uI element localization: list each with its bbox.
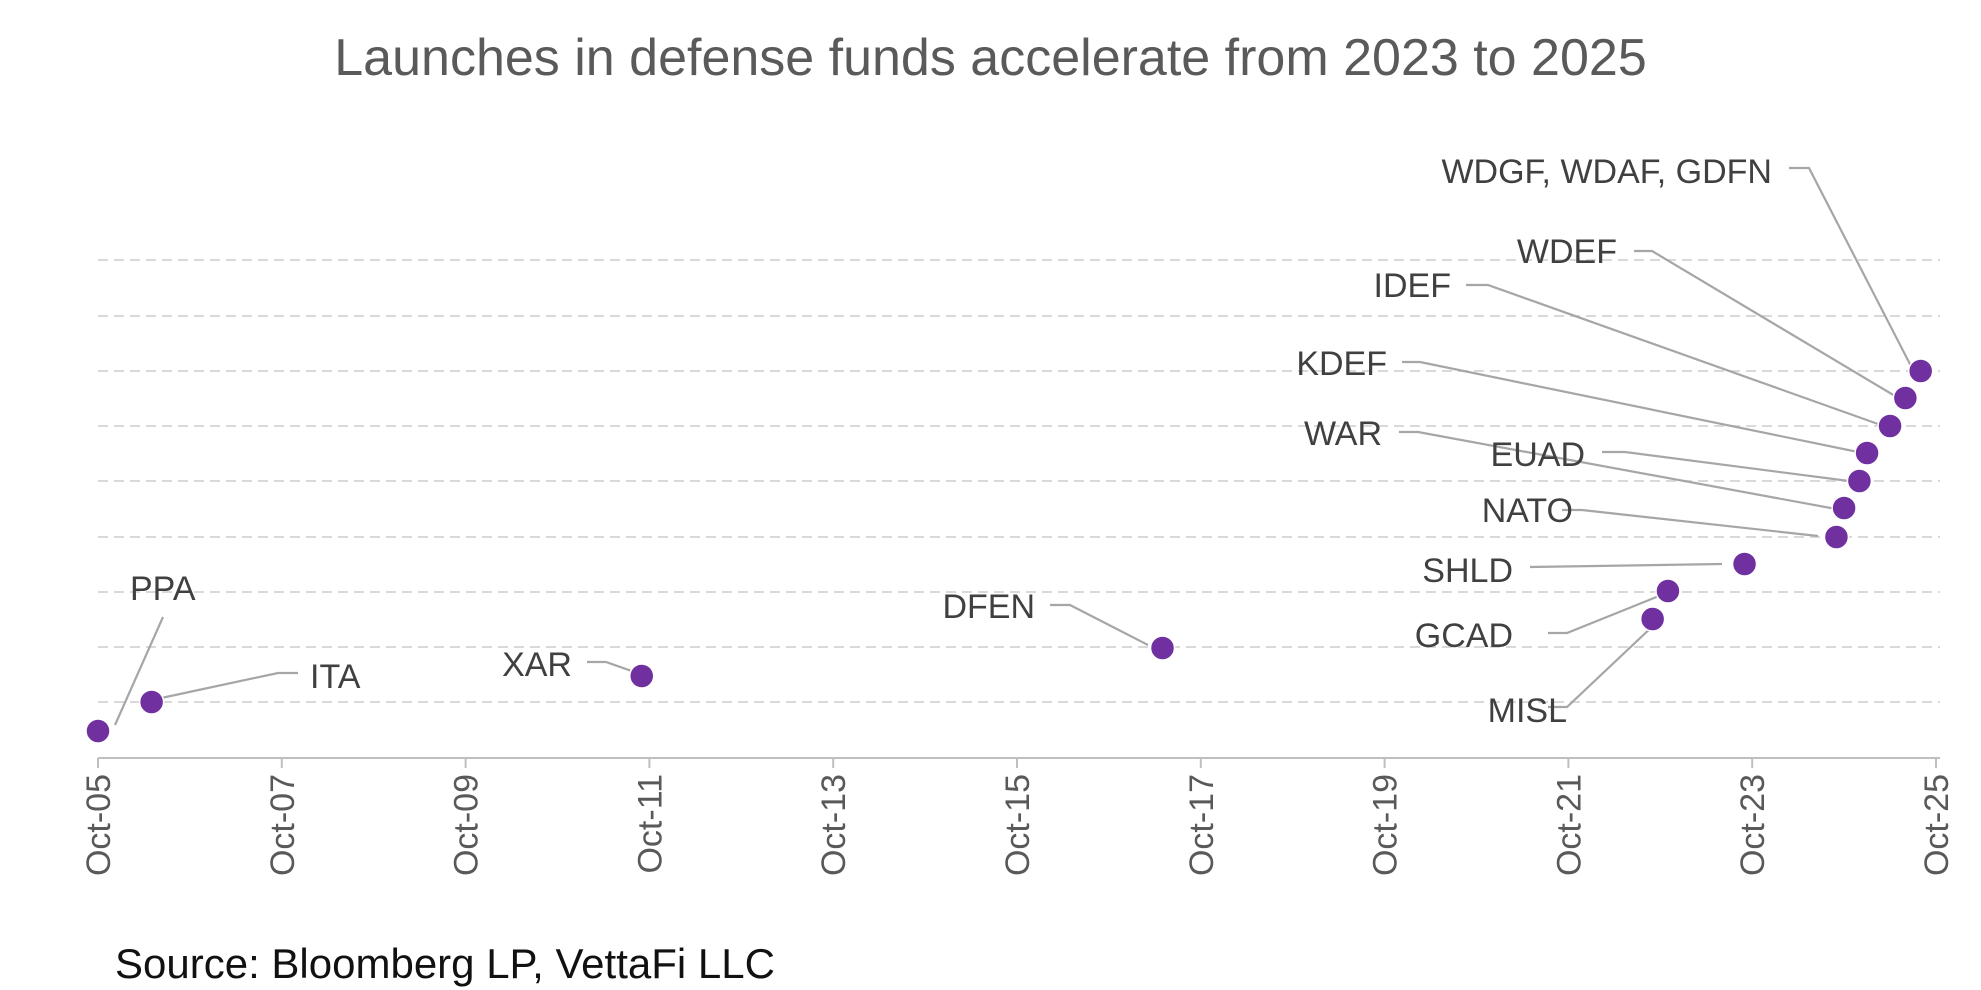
point-label: WAR [1304, 415, 1382, 453]
data-point-war [1831, 495, 1857, 521]
point-label: SHLD [1422, 552, 1513, 590]
leader-line [1466, 283, 1879, 426]
data-point-wdef [1892, 385, 1919, 411]
x-tick-label: Oct-15 [999, 774, 1037, 876]
x-tick-label: Oct-11 [631, 774, 669, 874]
point-label: KDEF [1296, 345, 1387, 383]
leader-line [1548, 592, 1665, 635]
x-tick-label: Oct-23 [1734, 774, 1772, 876]
leader-line [1529, 562, 1723, 569]
leader-line [1789, 166, 1913, 369]
point-label: ITA [310, 658, 361, 696]
point-label: IDEF [1374, 267, 1451, 305]
point-label: PPA [130, 570, 196, 608]
data-point-gcad [1655, 578, 1681, 604]
x-axis: Oct-05 Oct-07 Oct-09 Oct-11 Oct-13 Oct-15 Oct-… [80, 757, 1956, 876]
leader-line [1402, 360, 1859, 454]
leader-line [113, 616, 165, 726]
leader-line [587, 660, 641, 676]
x-tick-label: Oct-25 [1918, 774, 1956, 876]
leader-line [1562, 508, 1819, 538]
leader-line [1634, 249, 1896, 397]
leader-line [1602, 450, 1850, 483]
point-label: NATO [1482, 492, 1573, 530]
source-note: Source: Bloomberg LP, VettaFi LLC [115, 940, 775, 987]
point-label: WDEF [1517, 233, 1617, 271]
x-tick-label: Oct-05 [80, 774, 118, 876]
point-label: EUAD [1491, 436, 1585, 474]
leader-lines [113, 166, 1913, 726]
x-tick-label: Oct-07 [264, 774, 302, 876]
x-tick-label: Oct-17 [1183, 774, 1221, 876]
data-point-ppa [85, 718, 111, 744]
leader-line [1050, 603, 1149, 646]
x-tick-label: Oct-09 [448, 774, 486, 876]
chart-title: Launches in defense funds accelerate fro… [334, 29, 1647, 87]
x-tick-label: Oct-21 [1550, 774, 1588, 876]
data-point-ita [138, 689, 165, 715]
data-point-shld [1731, 551, 1758, 577]
point-label: WDGF, WDAF, GDFN [1441, 153, 1772, 191]
point-label: DFEN [942, 588, 1035, 626]
leader-line [151, 671, 298, 702]
leader-line [1399, 430, 1837, 511]
x-tick-label: Oct-13 [815, 774, 853, 876]
data-point-misl [1639, 606, 1666, 632]
data-point-xar [628, 663, 655, 689]
x-tick-label: Oct-19 [1367, 774, 1405, 876]
data-point-euad [1846, 468, 1873, 494]
data-point-dfen [1149, 635, 1176, 661]
point-label: MISL [1488, 692, 1567, 730]
point-labels: PPA ITA XAR DFEN MISL GCAD SHLD NATO WAR EUAD KDEF… [130, 153, 1772, 730]
data-point-nato [1823, 524, 1850, 550]
data-point-wdgf-wdaf-gdfn [1907, 358, 1934, 384]
point-label: XAR [502, 646, 572, 684]
data-point-kdef [1854, 440, 1880, 466]
point-label: GCAD [1415, 617, 1513, 655]
leader-line [1548, 623, 1656, 709]
gridlines [98, 259, 1940, 703]
data-points [85, 358, 1934, 744]
data-point-idef [1877, 413, 1903, 439]
